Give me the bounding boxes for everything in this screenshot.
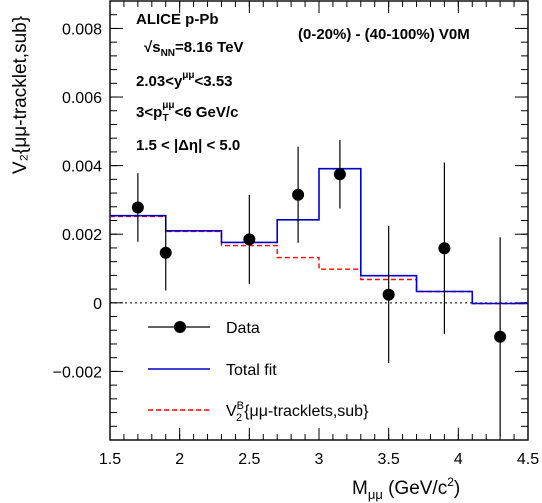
data-point <box>494 330 507 343</box>
x-tick-label: 1.5 <box>99 451 121 468</box>
background-step-line <box>110 215 528 305</box>
legend-entry-background: VB 2 {μμ-tracklets,sub} <box>148 400 369 424</box>
data-point <box>292 188 305 201</box>
legend-entry-data: Data <box>148 320 260 337</box>
y-tick-label: −0.002 <box>53 364 102 381</box>
info-energy: √sNN=8.16 TeV <box>144 39 244 59</box>
data-point <box>382 288 395 301</box>
data-point <box>243 233 256 246</box>
legend-background-label: VB 2 {μμ-tracklets,sub} <box>226 400 369 424</box>
info-pt: 3<pμμ T <6 GeV/c <box>136 100 238 124</box>
legend-entry-total-fit: Total fit <box>148 362 277 379</box>
y-tick-label: 0.002 <box>62 227 102 244</box>
experiment-label: ALICE p-Pb <box>136 11 219 28</box>
legend-data-marker <box>174 321 186 333</box>
x-tick-label: 2 <box>175 451 184 468</box>
data-point <box>333 168 346 181</box>
data-point <box>131 201 144 214</box>
legend: Data Total fit VB 2 {μμ-tracklets,sub} <box>148 320 369 424</box>
y-tick-label: 0 <box>93 296 102 313</box>
y-axis-title: V₂{μμ-tracklet,sub} <box>10 16 31 174</box>
x-axis-title: Mμμ (GeV/c2) <box>352 475 460 502</box>
data-point <box>159 246 172 259</box>
x-tick-label: 4 <box>454 451 463 468</box>
x-tick-label: 2.5 <box>238 451 260 468</box>
info-eta-gap: 1.5 < |Δη| < 5.0 <box>136 137 240 154</box>
y-tick-label: 0.008 <box>62 21 102 38</box>
legend-total-fit-label: Total fit <box>226 362 277 379</box>
y-tick-label: 0.004 <box>62 159 102 176</box>
y-tick-label: 0.006 <box>62 90 102 107</box>
data-point <box>438 242 451 255</box>
x-tick-label: 4.5 <box>517 451 539 468</box>
info-rapidity: 2.03<yμμ<3.53 <box>136 70 233 90</box>
x-tick-label: 3 <box>315 451 324 468</box>
selection-annotation: (0-20%) - (40-100%) V0M <box>298 26 470 43</box>
legend-data-label: Data <box>226 320 260 337</box>
total-fit-step-line <box>110 167 528 305</box>
axis-ticks: 1.5 2 2.5 3 3.5 4 4.5 −0.002 0 0.002 0.004 0.006 0.0… <box>53 1 539 468</box>
series-layer <box>110 139 528 437</box>
x-tick-label: 3.5 <box>378 451 400 468</box>
